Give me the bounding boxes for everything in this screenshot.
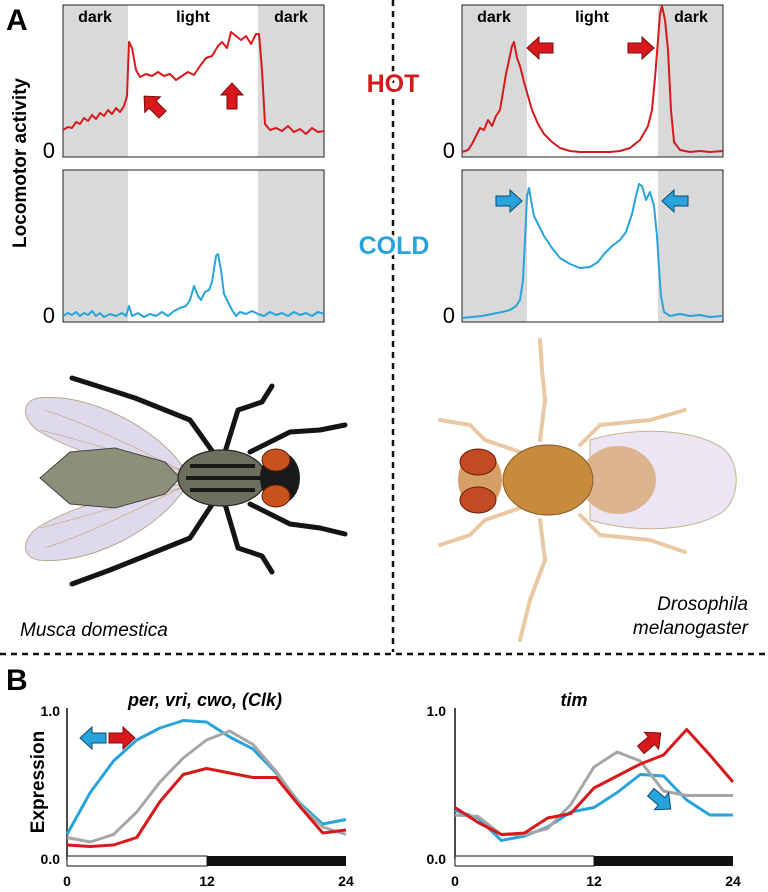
xtick-24: 24 [338,873,354,889]
xtick-0: 0 [63,873,71,889]
wing-veins [39,409,186,549]
dark-shade-right [258,5,324,157]
arrow-right-icon [108,725,136,751]
chart-title: tim [561,690,588,710]
panel-b-label: B [6,664,28,697]
light-phase-bar [66,855,208,867]
dark-label-right: dark [274,9,308,26]
zero-tick: 0 [443,303,455,328]
dark-shade-left [462,170,527,322]
eye-bottom [459,486,497,514]
xtick-12: 12 [586,873,602,889]
panel-a-label: A [6,4,28,37]
plot-frame [62,169,325,323]
eye-top [459,448,497,476]
expression-y-axis-label: Expression [28,731,49,833]
dark-shade-left [462,5,527,157]
plot-frame [461,169,724,323]
arrow-up-right-icon [636,731,662,755]
zero-tick: 0 [43,138,55,163]
light-phase-bar [454,855,595,867]
species-right-label-line1: Drosophila [657,594,748,615]
dark-label-right: dark [674,9,708,26]
activity-trace-cold [62,253,325,318]
dark-shade-right [658,5,723,157]
drosophila-illustration [438,338,737,642]
plot-frame [62,4,325,158]
arrow-up-left-icon [143,95,167,119]
activity-trace-hot [461,5,724,153]
thorax-stripes [186,464,262,492]
light-label: light [176,9,210,26]
eye-bottom [261,484,291,508]
dark-shade-left [63,170,128,322]
ytick-bottom: 0.0 [41,851,61,867]
arrow-right-icon [627,35,655,61]
musca-domestica-illustration [25,375,348,587]
eye-top [261,448,291,472]
arrow-up-icon [219,82,245,110]
legs [438,338,687,642]
dark-phase-bar [594,856,733,866]
xtick-0: 0 [451,873,459,889]
legs [69,375,348,587]
cold-label: COLD [359,232,430,260]
expression-chart-right: tim 1.0 0.0 0 12 24 [427,690,741,889]
zero-tick: 0 [43,303,55,328]
arrow-left-icon [526,35,554,61]
light-label: light [575,9,609,26]
expression-series-line-1 [454,773,733,842]
arrow-down-right-icon [646,787,672,811]
ytick-top: 1.0 [427,703,447,719]
expression-series-line-3 [454,728,735,836]
hot-label: HOT [367,70,420,98]
chart-title: per, vri, cwo, (Clk) [127,690,282,710]
expression-series-line-3 [66,767,347,848]
arrow-left-icon [661,188,689,214]
dark-label-left: dark [78,9,112,26]
expression-series-line-2 [66,729,347,844]
dark-shade-right [658,170,723,322]
zero-tick: 0 [443,138,455,163]
activity-y-axis-label: Locomotor activity [10,78,31,248]
ytick-top: 1.0 [41,703,61,719]
musca-hot-plot: dark light dark 0 [43,4,325,163]
species-right-label-line2: melanogaster [633,618,749,639]
thorax [502,444,594,516]
activity-trace-hot [62,31,325,135]
musca-cold-plot: 0 [43,169,325,328]
drosophila-hot-plot: dark light dark 0 [443,4,724,163]
series-group [454,728,735,842]
series-group [65,719,347,848]
dark-shade-left [63,5,128,157]
dark-phase-bar [207,856,346,866]
arrow-right-icon [495,188,523,214]
ytick-bottom: 0.0 [427,851,447,867]
arrow-left-icon [79,725,107,751]
activity-trace-cold [461,183,724,319]
species-left-label: Musca domestica [20,620,168,641]
expression-chart-left: per, vri, cwo, (Clk) 1.0 0.0 0 12 24 [41,690,354,889]
xtick-12: 12 [199,873,215,889]
abdomen [580,446,656,514]
xtick-24: 24 [725,873,741,889]
dark-shade-right [258,170,324,322]
drosophila-cold-plot: 0 [443,169,724,328]
plot-frame [461,4,724,158]
expression-series-line-2 [454,750,733,836]
dark-label-left: dark [477,9,511,26]
